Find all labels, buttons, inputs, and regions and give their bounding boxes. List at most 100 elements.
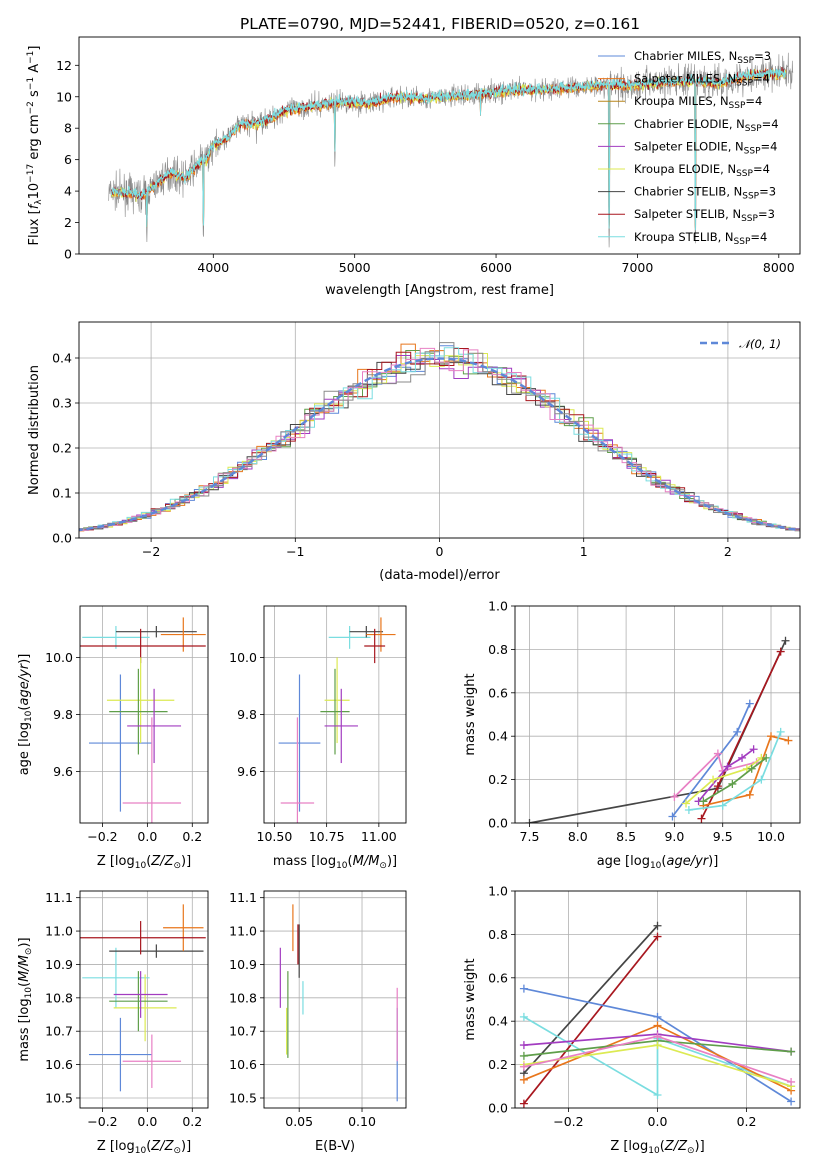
y-tick-label: 0.4 [488,729,508,744]
mass-weight-series [668,699,754,821]
plus-marker [653,1012,662,1021]
legend-label: Salpeter MILES, NSSP=4 [634,72,770,89]
y-tick-label: 10.6 [45,1057,73,1072]
error-bar-point [364,628,386,664]
plus-marker [519,1051,528,1060]
legend-label: Chabrier ELODIE, NSSP=4 [634,117,779,134]
axis-ticks: −0.2 0.0 0.2 9.6 9.8 10.0 [45,650,202,844]
plus-marker [738,753,747,762]
histogram-steps [79,350,800,532]
x-tick-label: 7000 [622,260,654,275]
x-tick-label: −0.2 [87,829,117,844]
error-bar-point [127,688,182,764]
y-tick-label: 0.3 [52,396,72,411]
plus-marker [653,932,662,941]
y-tick-label: 0.0 [488,1101,508,1116]
axis-ticks: 0.05 0.10 10.5 10.6 10.7 10.8 10.9 11.0 11.1 [229,890,376,1129]
plus-marker [653,921,662,930]
mass-weight-series [519,1032,796,1086]
x-tick-label: 0.0 [648,1114,668,1129]
y-tick-label: 1.0 [488,599,508,614]
legend-label: Chabrier MILES, NSSP=3 [634,49,771,66]
error-bar-point [109,668,168,755]
x-tick-label: 7.5 [520,829,540,844]
error-bar-point [88,1017,152,1092]
y-tick-label: 9.8 [237,707,257,722]
grid-lines [80,891,208,1108]
legend-label: Salpeter STELIB, NSSP=3 [634,207,775,224]
y-tick-label: 8 [64,121,72,136]
plus-marker [519,984,528,993]
plus-marker [784,736,793,745]
error-bar-point [88,674,152,812]
y-tick-label: 10.0 [45,650,73,665]
x-tick-label: 11.00 [361,829,397,844]
plus-marker [670,792,679,801]
legend: 𝒩(0, 1) [700,337,781,351]
x-axis-label: mass [log10(M/M⊙)] [273,854,397,871]
y-tick-label: 0.8 [488,927,508,942]
y-tick-label: 12 [56,58,72,73]
model-spectrum-line [111,68,787,231]
plus-marker [776,647,785,656]
series-line [697,748,755,802]
error-bar-point [163,904,204,952]
mass-weight-series [519,1041,796,1091]
histogram-steps [79,347,800,531]
grid-lines [264,606,406,823]
plus-marker [723,762,732,771]
mass-weight-series [519,932,662,1108]
plus-marker [733,727,742,736]
x-tick-label: 0.2 [737,1114,757,1129]
x-tick-label: 0.0 [137,1114,157,1129]
y-tick-label: 10.5 [45,1090,73,1105]
error-bar-point [82,625,150,649]
y-axis-label: mass weight [463,958,478,1040]
plus-marker [713,782,722,791]
x-tick-label: 0.10 [348,1114,376,1129]
error-bar-point [109,944,204,958]
x-axis-label: Z [log10(Z/Z⊙)] [97,854,191,871]
y-tick-label: 6 [64,152,72,167]
x-tick-label: 9.0 [664,829,684,844]
plus-marker [718,801,727,810]
axes-frame [263,890,407,1109]
plus-marker [525,819,534,823]
mass-weight-series [519,1036,796,1060]
x-tick-label: 2 [724,544,732,559]
y-tick-label: 10.9 [45,957,73,972]
y-axis-label: age [log10(age/yr)] [17,654,34,776]
plus-marker [653,1021,662,1030]
y-axis-label: mass [log10(M/M⊙)] [17,937,34,1061]
x-tick-label: −0.2 [87,1114,117,1129]
axes-frame [263,605,407,824]
plus-marker [668,812,677,821]
grid-lines [264,891,406,1108]
error-bar-point [278,674,321,812]
error-bar-point [122,1034,182,1088]
x-tick-label: 10.75 [309,829,345,844]
plus-marker [653,1032,662,1041]
plus-marker [745,790,754,799]
y-tick-label: 2 [64,215,72,230]
plus-marker [747,764,756,773]
error-bar-point [122,717,182,823]
y-tick-label: 0.4 [488,1014,508,1029]
plus-marker [787,1047,796,1056]
x-tick-label: −2 [142,544,160,559]
plus-marker [762,753,771,762]
x-tick-label: 8.0 [568,829,588,844]
plus-marker [749,745,758,754]
legend-label: Kroupa MILES, NSSP=4 [634,94,762,111]
y-axis-label: Flux [fλ10−17 erg cm−2 s−1 A−1] [26,46,44,246]
histogram-steps [79,347,800,531]
error-bar-point [328,625,371,649]
axis-ticks: 10.50 10.75 11.00 9.6 9.8 10.0 [229,650,397,844]
plus-marker [519,1099,528,1108]
x-axis-label: E(B-V) [315,1139,355,1154]
x-tick-label: 5000 [339,260,371,275]
histogram-steps [79,353,800,531]
y-tick-label: 0.8 [488,642,508,657]
plus-marker [519,1041,528,1050]
